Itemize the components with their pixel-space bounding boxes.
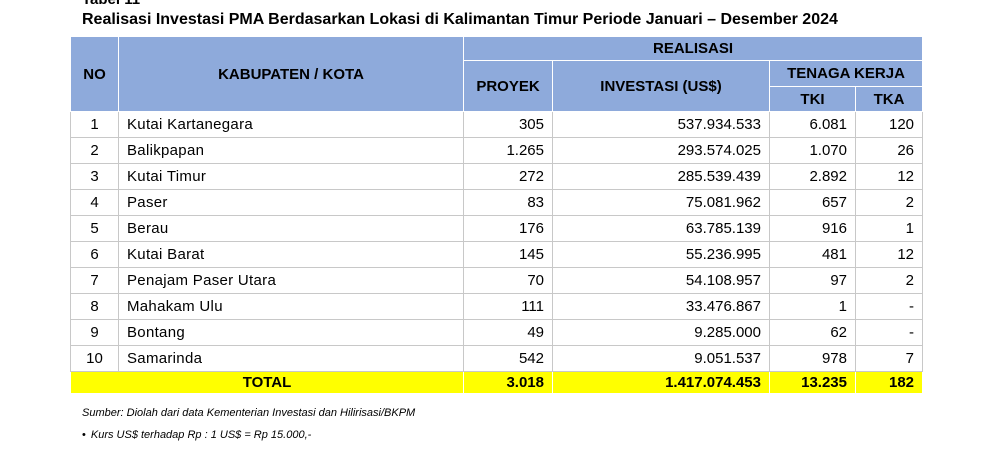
investment-table: NO KABUPATEN / KOTA REALISASI PROYEK INV… (70, 36, 924, 394)
cell-tka: - (854, 293, 924, 320)
table-row: 10 Samarinda 542 9.051.537 978 7 (70, 345, 924, 372)
cell-no: 9 (70, 319, 119, 346)
cell-proyek: 49 (463, 319, 553, 346)
cell-tki: 916 (769, 215, 856, 242)
cell-investasi: 9.285.000 (552, 319, 770, 346)
cell-tki: 1 (769, 293, 856, 320)
cell-investasi: 75.081.962 (552, 189, 770, 216)
table-row: 1 Kutai Kartanegara 305 537.934.533 6.08… (70, 111, 924, 138)
cell-tka: 1 (854, 215, 924, 242)
cell-region: Kutai Barat (118, 241, 464, 268)
table-row: 6 Kutai Barat 145 55.236.995 481 12 (70, 241, 924, 268)
total-row: TOTAL 3.018 1.417.074.453 13.235 182 (70, 371, 924, 394)
cell-region: Kutai Timur (118, 163, 464, 190)
cell-region: Kutai Kartanegara (118, 111, 464, 138)
header-region: KABUPATEN / KOTA (118, 36, 464, 112)
cell-region: Berau (118, 215, 464, 242)
cell-proyek: 272 (463, 163, 553, 190)
cell-no: 3 (70, 163, 119, 190)
table-title: Realisasi Investasi PMA Berdasarkan Loka… (82, 11, 838, 28)
cell-tka: 7 (854, 345, 924, 372)
cell-no: 5 (70, 215, 119, 242)
cell-investasi: 293.574.025 (552, 137, 770, 164)
header-tenaga-kerja: TENAGA KERJA (768, 60, 924, 87)
cell-proyek: 145 (463, 241, 553, 268)
cell-no: 1 (70, 111, 119, 138)
cell-tki: 2.892 (769, 163, 856, 190)
cell-tki: 657 (769, 189, 856, 216)
cell-no: 7 (70, 267, 119, 294)
bullet-icon: • (82, 429, 86, 441)
cell-no: 2 (70, 137, 119, 164)
table-row: 8 Mahakam Ulu 111 33.476.867 1 - (70, 293, 924, 320)
cell-no: 10 (70, 345, 119, 372)
table-row: 5 Berau 176 63.785.139 916 1 (70, 215, 924, 242)
cell-region: Penajam Paser Utara (118, 267, 464, 294)
cell-no: 4 (70, 189, 119, 216)
cell-investasi: 63.785.139 (552, 215, 770, 242)
total-tki: 13.235 (769, 371, 856, 394)
cell-investasi: 285.539.439 (552, 163, 770, 190)
cell-proyek: 111 (463, 293, 553, 320)
cell-investasi: 537.934.533 (552, 111, 770, 138)
header-proyek: PROYEK (463, 60, 553, 112)
cell-no: 6 (70, 241, 119, 268)
cell-region: Samarinda (118, 345, 464, 372)
cell-tki: 1.070 (769, 137, 856, 164)
cell-proyek: 70 (463, 267, 553, 294)
cell-investasi: 55.236.995 (552, 241, 770, 268)
header-tki: TKI (769, 86, 856, 112)
cell-tka: 12 (854, 241, 924, 268)
source-note: Sumber: Diolah dari data Kementerian Inv… (82, 407, 416, 419)
cell-tki: 97 (769, 267, 856, 294)
total-tka: 182 (854, 371, 924, 394)
header-investasi: INVESTASI (US$) (552, 60, 770, 112)
total-proyek: 3.018 (463, 371, 553, 394)
cell-region: Balikpapan (118, 137, 464, 164)
cell-tka: 12 (854, 163, 924, 190)
table-row: 7 Penajam Paser Utara 70 54.108.957 97 2 (70, 267, 924, 294)
cell-tka: - (854, 319, 924, 346)
cell-proyek: 1.265 (463, 137, 553, 164)
exchange-rate-text: Kurs US$ terhadap Rp : 1 US$ = Rp 15.000… (90, 429, 312, 441)
table-row: 9 Bontang 49 9.285.000 62 - (70, 319, 924, 346)
header-no: NO (70, 36, 119, 112)
cell-tki: 481 (769, 241, 856, 268)
cell-tki: 62 (769, 319, 856, 346)
cell-proyek: 542 (463, 345, 553, 372)
header-realisasi: REALISASI (462, 36, 924, 61)
cell-tka: 2 (854, 189, 924, 216)
cell-investasi: 54.108.957 (552, 267, 770, 294)
total-investasi: 1.417.074.453 (552, 371, 770, 394)
table-row: 3 Kutai Timur 272 285.539.439 2.892 12 (70, 163, 924, 190)
cell-investasi: 33.476.867 (552, 293, 770, 320)
table-row: 2 Balikpapan 1.265 293.574.025 1.070 26 (70, 137, 924, 164)
cell-no: 8 (70, 293, 119, 320)
cell-proyek: 176 (463, 215, 553, 242)
cell-proyek: 305 (463, 111, 553, 138)
table-row: 4 Paser 83 75.081.962 657 2 (70, 189, 924, 216)
cell-tka: 2 (854, 267, 924, 294)
cell-region: Bontang (118, 319, 464, 346)
table-label: Tabel 11 (82, 0, 140, 8)
cell-region: Mahakam Ulu (118, 293, 464, 320)
total-label: TOTAL (70, 371, 464, 394)
cell-proyek: 83 (463, 189, 553, 216)
cell-investasi: 9.051.537 (552, 345, 770, 372)
cell-region: Paser (118, 189, 464, 216)
cell-tka: 26 (854, 137, 924, 164)
exchange-rate-note: • Kurs US$ terhadap Rp : 1 US$ = Rp 15.00… (82, 429, 311, 441)
cell-tki: 6.081 (769, 111, 856, 138)
header-tka: TKA (854, 86, 924, 112)
cell-tka: 120 (854, 111, 924, 138)
cell-tki: 978 (769, 345, 856, 372)
